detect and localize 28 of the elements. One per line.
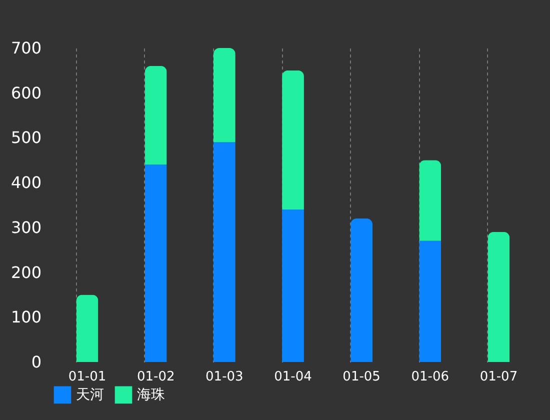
bar: [213, 48, 236, 142]
x-tick-label: 01-03: [206, 370, 244, 384]
bar: [419, 240, 442, 362]
y-tick-label: 600: [10, 83, 42, 102]
bar: [419, 160, 442, 241]
y-tick-label: 400: [10, 173, 42, 192]
x-tick-label: 01-04: [274, 370, 312, 384]
y-tick-label: 500: [10, 128, 42, 148]
bar: [488, 232, 510, 362]
y-tick-label: 0: [31, 352, 42, 372]
legend-label: 天河: [76, 386, 104, 403]
x-tick-label: 01-01: [68, 370, 106, 384]
y-tick-label: 100: [10, 308, 42, 327]
bar: [350, 218, 373, 362]
x-tick-label: 01-06: [411, 370, 450, 384]
bar: [76, 294, 98, 362]
y-tick-label: 700: [10, 38, 42, 58]
bar: [282, 70, 304, 210]
x-tick-label: 01-07: [480, 370, 518, 384]
x-tick-label: 01-05: [342, 370, 380, 384]
y-tick-label: 300: [10, 218, 42, 237]
bar: [213, 142, 236, 362]
y-tick-label: 200: [10, 262, 42, 282]
bar: [144, 66, 167, 165]
bar: [282, 209, 304, 362]
legend-label: 海珠: [137, 386, 165, 403]
x-tick-label: 01-02: [136, 370, 175, 384]
bar: [144, 164, 167, 362]
